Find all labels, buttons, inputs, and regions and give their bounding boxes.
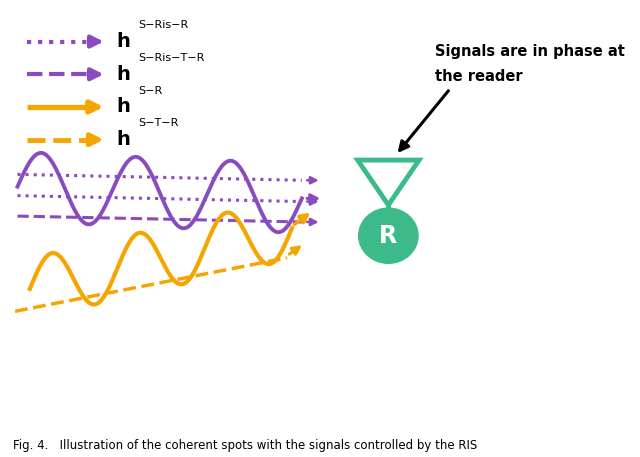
Text: Signals are in phase at: Signals are in phase at <box>435 44 625 59</box>
Text: R: R <box>380 224 397 248</box>
Ellipse shape <box>358 208 418 263</box>
Text: S−T−R: S−T−R <box>139 118 179 128</box>
Text: S−Ris−T−R: S−Ris−T−R <box>139 53 205 63</box>
Text: S−Ris−R: S−Ris−R <box>139 20 189 30</box>
Text: the reader: the reader <box>435 69 523 84</box>
Text: $\mathbf{h}$: $\mathbf{h}$ <box>116 65 131 84</box>
Text: S−R: S−R <box>139 85 163 96</box>
Text: $\mathbf{h}$: $\mathbf{h}$ <box>116 130 131 149</box>
Text: $\mathbf{h}$: $\mathbf{h}$ <box>116 97 131 117</box>
Text: Fig. 4.   Illustration of the coherent spots with the signals controlled by the : Fig. 4. Illustration of the coherent spo… <box>13 440 477 452</box>
Text: $\mathbf{h}$: $\mathbf{h}$ <box>116 32 131 51</box>
Polygon shape <box>358 160 419 205</box>
